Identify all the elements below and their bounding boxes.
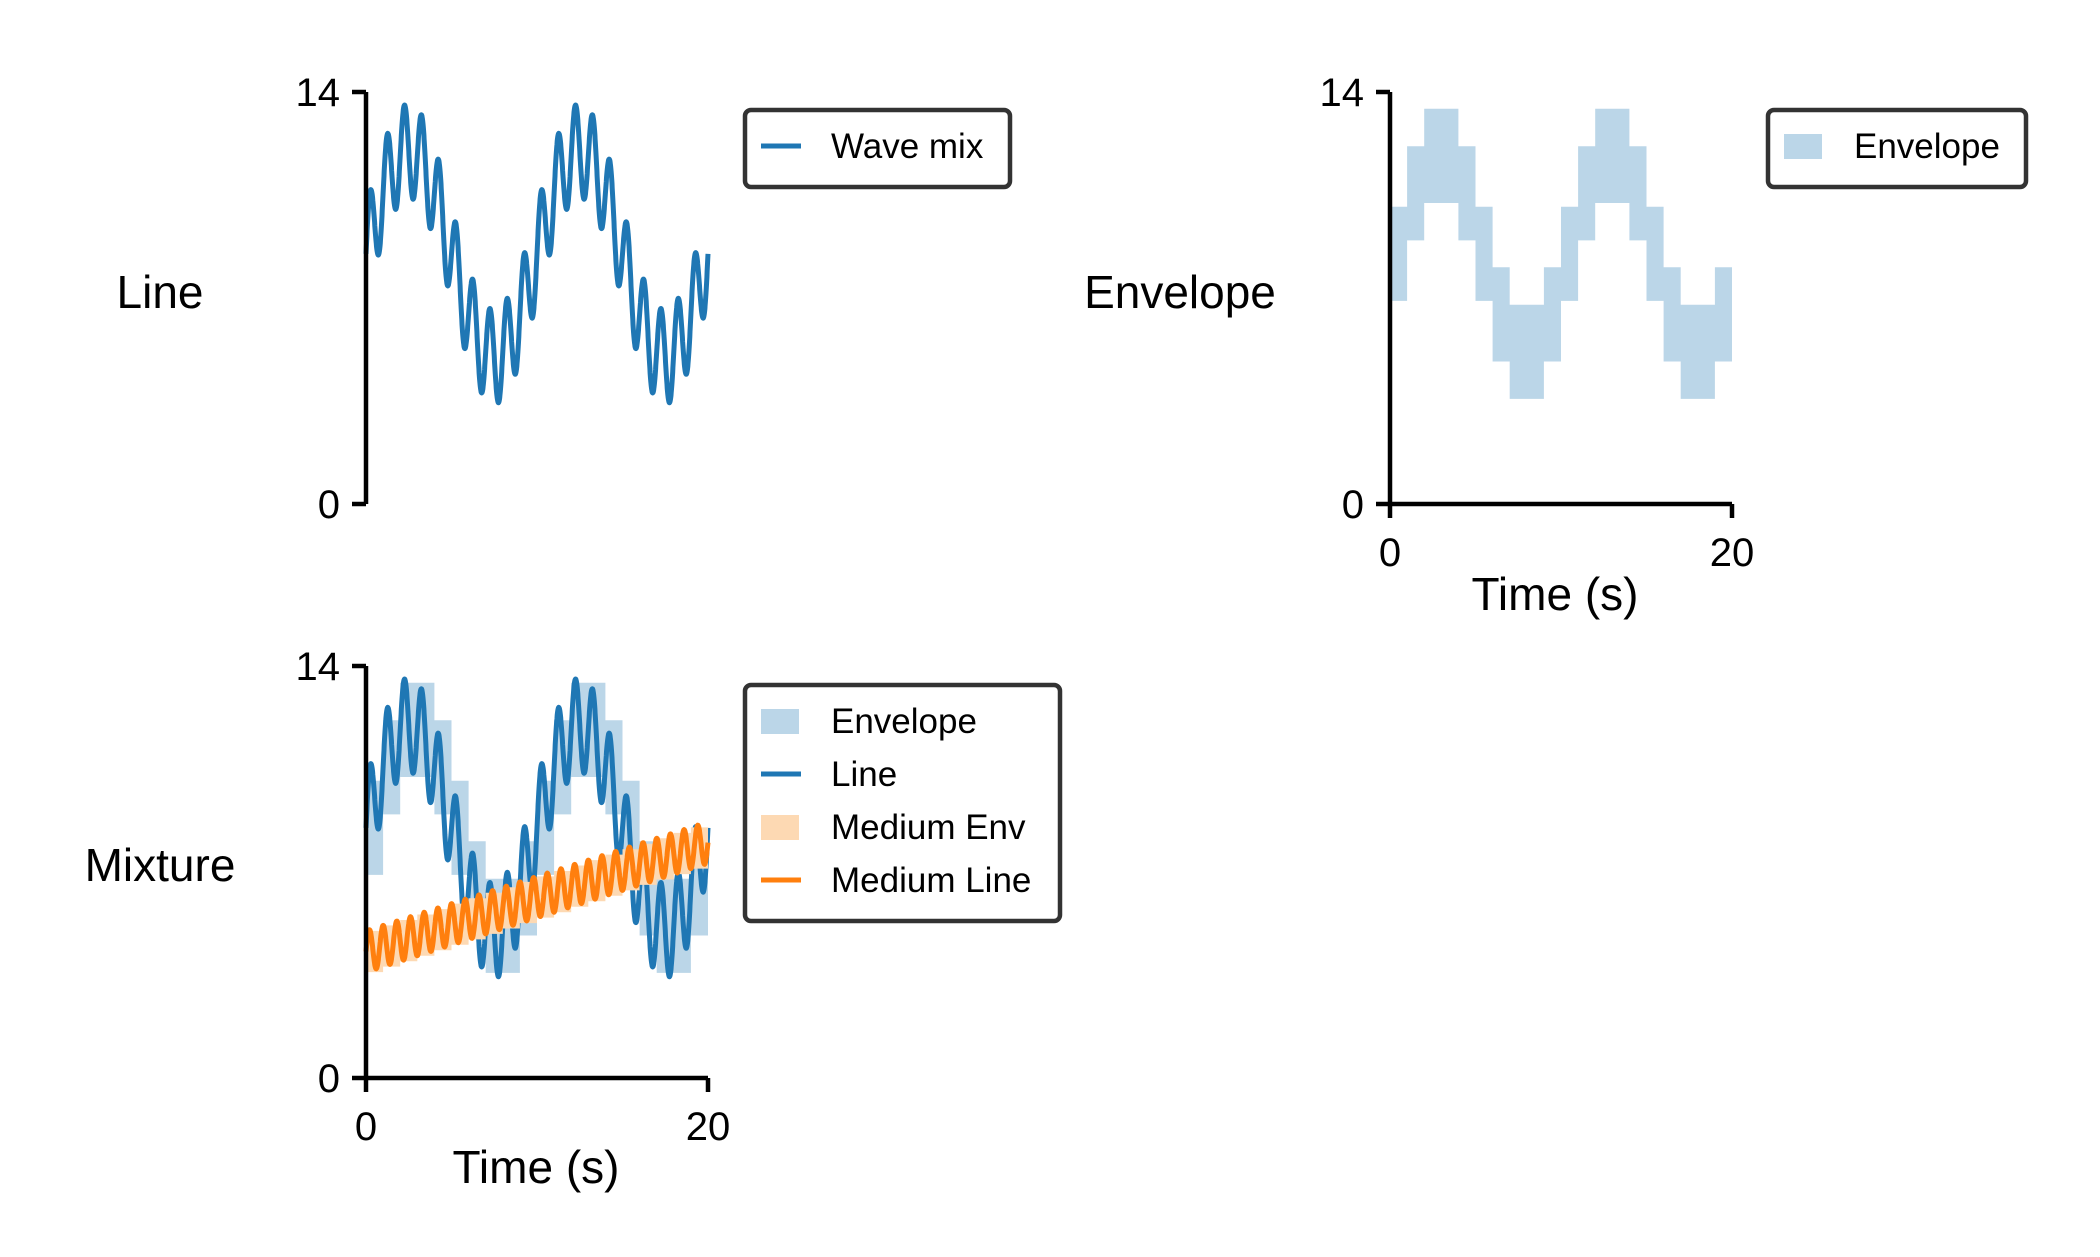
y-tick-label: 0 xyxy=(1342,483,1364,527)
legend: Envelope Line Medium Env Medium Line xyxy=(742,682,1063,924)
axes: 0 14 0 20 xyxy=(296,645,731,1149)
y-tick-label: 14 xyxy=(296,71,341,115)
panel-line: Line 0 14 Wave mix xyxy=(117,71,1013,527)
panel-envelope: Envelope 0 14 0 20 Time (s) Envelope xyxy=(1084,71,2029,620)
y-tick-label: 14 xyxy=(1320,71,1365,115)
legend-label: Medium Line xyxy=(831,861,1031,900)
series-line-3 xyxy=(363,822,711,972)
legend-swatch-band xyxy=(761,815,799,840)
plot-area xyxy=(363,102,711,406)
x-tick-label: 0 xyxy=(1379,531,1401,575)
y-tick-label: 14 xyxy=(296,645,341,689)
row-label: Mixture xyxy=(85,839,236,891)
series-line-1 xyxy=(363,676,711,980)
x-tick-label: 20 xyxy=(686,1105,731,1149)
axes: 0 14 xyxy=(296,71,369,527)
x-axis-title: Time (s) xyxy=(1472,568,1639,620)
legend: Wave mix xyxy=(742,107,1013,190)
legend: Envelope xyxy=(1765,107,2029,190)
x-axis-title: Time (s) xyxy=(453,1141,620,1193)
legend-frame xyxy=(742,682,1063,924)
axes: 0 14 0 20 xyxy=(1320,71,1755,575)
legend-swatch-band xyxy=(1784,134,1822,159)
row-label: Line xyxy=(117,266,204,318)
legend-label: Envelope xyxy=(1854,127,2000,166)
y-tick-label: 0 xyxy=(318,483,340,527)
legend-label: Envelope xyxy=(831,702,977,741)
legend-swatch-band xyxy=(761,709,799,734)
x-tick-label: 0 xyxy=(355,1105,377,1149)
row-label: Envelope xyxy=(1084,266,1276,318)
series-line-0 xyxy=(363,102,711,406)
plot-area xyxy=(363,676,711,980)
legend-label: Line xyxy=(831,755,897,794)
legend-frame xyxy=(742,107,1013,190)
legend-frame xyxy=(1765,107,2029,190)
y-tick-label: 0 xyxy=(318,1057,340,1101)
legend-label: Wave mix xyxy=(831,127,984,166)
series-band-0 xyxy=(1390,108,1732,399)
plot-area xyxy=(1390,108,1732,399)
legend-label: Medium Env xyxy=(831,808,1026,847)
panel-mixture: Mixture 0 14 0 20 Time (s) Envelope Line Medi… xyxy=(85,645,1063,1193)
x-tick-label: 20 xyxy=(1710,531,1755,575)
